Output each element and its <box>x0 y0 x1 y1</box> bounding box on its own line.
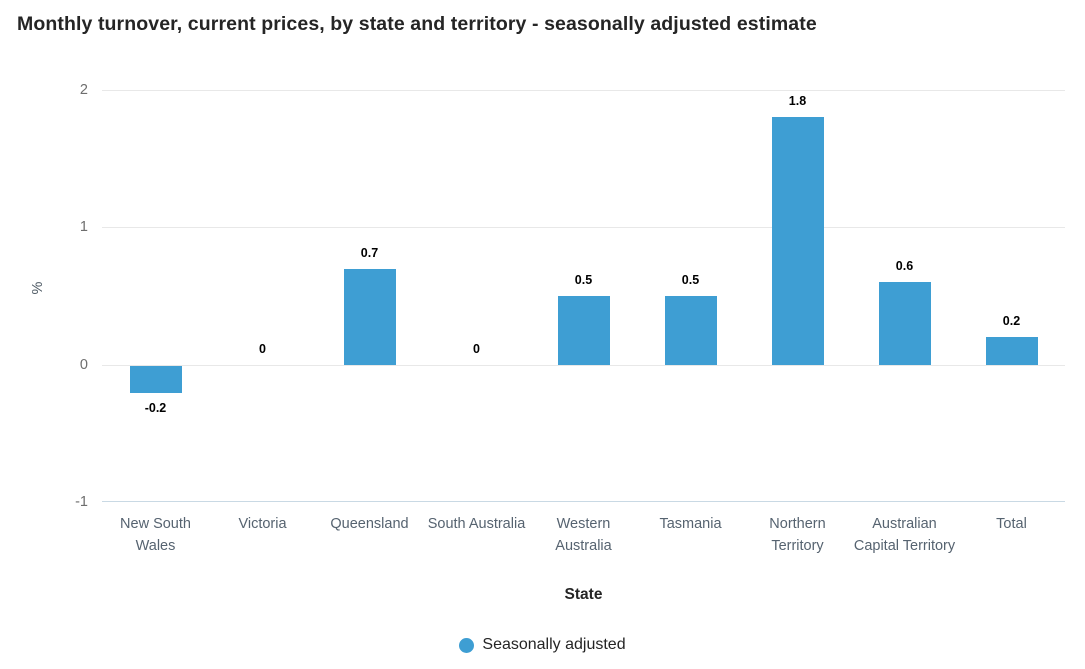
bar-value-label: 0.2 <box>1002 314 1021 329</box>
x-category-label: South Australia <box>427 516 526 532</box>
y-tick-label: 2 <box>79 82 88 98</box>
gridline <box>102 90 1065 91</box>
bar-value-label: 0.7 <box>360 245 379 260</box>
gridline <box>102 227 1065 229</box>
y-axis-ticks: 2 1 0 -1 <box>0 82 88 510</box>
bar-value-label: 0 <box>259 341 266 356</box>
x-category-label: Northern Territory <box>769 516 826 554</box>
bar[interactable] <box>343 268 396 365</box>
y-tick-label: 0 <box>79 356 88 373</box>
x-axis-title: State <box>564 586 603 603</box>
legend-label: Seasonally adjusted <box>482 636 626 653</box>
x-category-label: Australian Capital Territory <box>853 516 956 554</box>
bar[interactable] <box>664 296 717 365</box>
x-category-label: Western Australia <box>555 516 612 554</box>
chart-title: Monthly turnover, current prices, by sta… <box>17 13 817 35</box>
x-category-label: New South Wales <box>120 516 191 554</box>
x-category-label: Total <box>996 516 1027 532</box>
y-tick-label: 1 <box>79 219 88 236</box>
legend[interactable]: Seasonally adjusted <box>0 636 1085 654</box>
x-category-label: Victoria <box>238 516 287 532</box>
bar-value-label: 0.6 <box>895 259 914 274</box>
bar-value-label: 1.8 <box>788 94 807 109</box>
y-tick-label: -1 <box>75 494 88 510</box>
bar-value-label: 0 <box>473 341 480 356</box>
bar[interactable] <box>557 296 610 365</box>
bar-value-label: 0.5 <box>574 273 593 287</box>
legend-marker-icon <box>459 637 475 653</box>
gridline <box>102 364 1065 366</box>
plot-area: -0.2 0 0.7 0 0.5 0.5 1.8 0.6 0.2 <box>102 90 1065 502</box>
x-category-label: Queensland <box>330 516 409 532</box>
bar[interactable] <box>985 337 1038 365</box>
bar[interactable] <box>771 117 824 365</box>
bar[interactable] <box>129 365 182 394</box>
x-axis-labels: New South Wales Victoria Queensland South A… <box>102 514 1065 584</box>
bar-value-label: 0.5 <box>681 273 700 287</box>
x-category-label: Tasmania <box>659 516 722 532</box>
bar-value-label: -0.2 <box>144 401 167 416</box>
bar[interactable] <box>878 282 931 365</box>
